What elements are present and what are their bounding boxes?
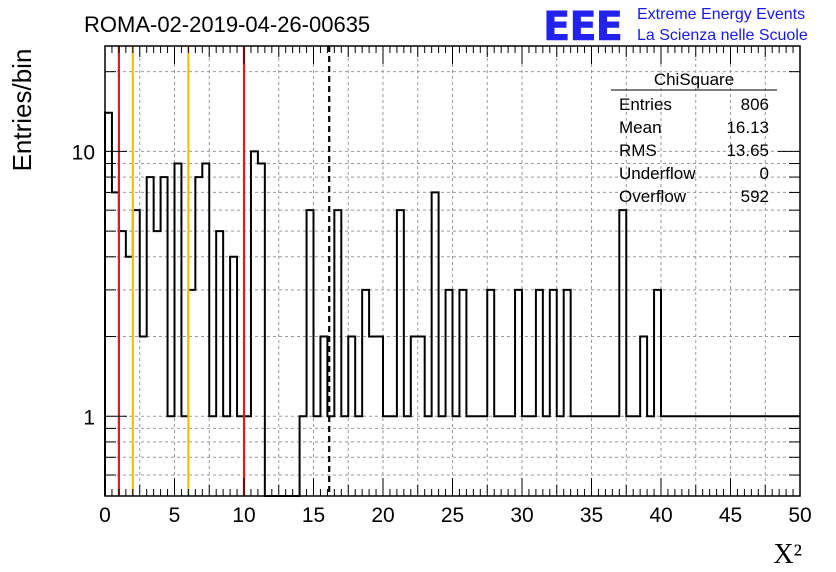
stats-label: Overflow [619, 187, 687, 206]
stats-value: 806 [741, 95, 769, 114]
x-tick-label: 40 [649, 504, 672, 527]
stats-value: 13.65 [726, 141, 769, 160]
x-tick-label: 30 [510, 504, 533, 527]
stats-value: 592 [741, 187, 769, 206]
x-tick-label: 10 [232, 504, 255, 527]
x-tick-label: 15 [302, 504, 325, 527]
y-axis-label: Entries/bin [7, 49, 37, 172]
x-tick-label: 0 [99, 504, 111, 527]
x-tick-label: 25 [441, 504, 464, 527]
histogram-bars [104, 111, 800, 497]
marker-lines [117, 46, 331, 496]
y-tick-label: 1 [83, 406, 95, 429]
logo-text: EEE [543, 4, 622, 50]
histogram-outline [104, 111, 800, 497]
y-tick-label: 10 [72, 141, 95, 164]
chart-title: ROMA-02-2019-04-26-00635 [84, 12, 370, 37]
x-tick-label: 50 [788, 504, 811, 527]
stats-label: RMS [619, 141, 657, 160]
stats-value: 0 [760, 164, 769, 183]
logo-line-2: La Scienza nelle Scuole [637, 27, 808, 44]
stats-title: ChiSquare [654, 70, 734, 89]
stats-label: Mean [619, 118, 662, 137]
logo-line-1: Extreme Energy Events [637, 6, 805, 23]
stats-label: Underflow [619, 164, 696, 183]
stats-box: ChiSquare Entries 806 Mean 16.13 RMS 13.65 Und… [611, 70, 777, 206]
x-axis-label: X² [773, 539, 802, 570]
x-tick-label: 45 [719, 504, 742, 527]
x-tick-label: 20 [371, 504, 394, 527]
stats-label: Entries [619, 95, 672, 114]
eee-logo: EEE Extreme Energy Events La Scienza nel… [543, 4, 808, 51]
x-tick-label: 5 [169, 504, 181, 527]
axis-ticks: 0 5 10 15 20 25 30 35 40 45 50 1 10 [72, 46, 812, 527]
x-tick-label: 35 [580, 504, 603, 527]
stats-value: 16.13 [726, 118, 769, 137]
stats-rows: Entries 806 Mean 16.13 RMS 13.65 Underflow 0 Ove… [619, 95, 769, 206]
